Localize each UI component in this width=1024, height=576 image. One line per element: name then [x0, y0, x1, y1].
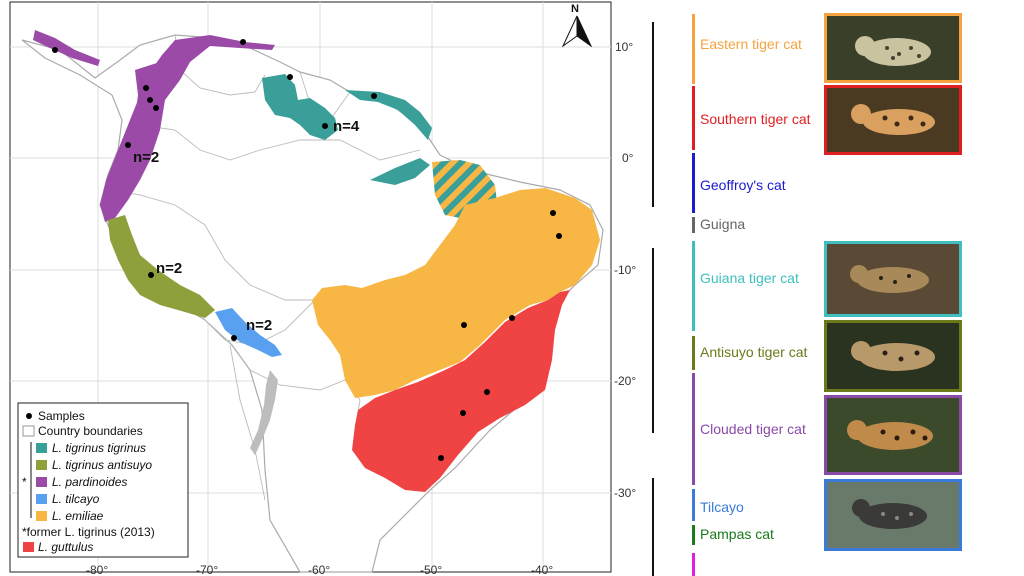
cat-photo — [824, 85, 962, 155]
legend-samples: Samples — [38, 409, 85, 423]
range-map: n=2 n=2 n=2 n=4 N 10° 0° -10° -20° -30° … — [9, 1, 636, 576]
cat-photo — [824, 395, 962, 475]
species-label: Geoffroy's cat — [700, 177, 786, 193]
clade-bar — [692, 553, 695, 576]
legend-asterisk: * — [22, 475, 27, 489]
clade-bar — [692, 373, 695, 485]
lon-tick: -80° — [86, 563, 108, 576]
sample-points — [52, 39, 562, 461]
lon-tick: -70° — [196, 563, 218, 576]
species-label: Tilcayo — [700, 499, 744, 515]
range-tilcayo — [215, 308, 282, 357]
species-label: Southern tiger cat — [700, 111, 811, 127]
lat-tick: -30° — [614, 486, 636, 500]
north-label: N — [571, 3, 579, 15]
country-boundaries — [109, 34, 421, 501]
legend-species: L. emiliae — [52, 509, 104, 523]
range-guttulus — [352, 290, 570, 492]
legend-species: L. tigrinus tigrinus — [52, 441, 146, 455]
species-label: Guigna — [700, 216, 746, 232]
cat-photo — [824, 13, 962, 83]
legend-country-boundaries: Country boundaries — [38, 424, 143, 438]
lon-tick: -60° — [308, 563, 330, 576]
clade-bar — [692, 489, 695, 521]
legend-guttulus: L. guttulus — [38, 540, 93, 554]
clade-bar — [692, 217, 695, 233]
lon-tick: -50° — [420, 563, 442, 576]
tree-bracket — [652, 478, 654, 576]
species-label: Clouded tiger cat — [700, 421, 806, 437]
tree-bracket — [652, 22, 654, 207]
species-label: Eastern tiger cat — [700, 36, 802, 52]
legend-species: L. tilcayo — [52, 492, 100, 506]
clade-bar — [692, 14, 695, 84]
cat-photo — [824, 320, 962, 392]
range-tigrinus-antisuyo — [108, 215, 215, 318]
count-label: n=2 — [133, 149, 159, 166]
range-emiliae — [312, 188, 600, 398]
lat-tick: -10° — [614, 263, 636, 277]
lat-tick: 0° — [622, 151, 634, 165]
legend-species: L. tigrinus antisuyo — [52, 458, 152, 472]
species-label: Pampas cat — [700, 526, 774, 542]
legend-species: L. pardinoides — [52, 475, 127, 489]
clade-bar — [692, 241, 695, 331]
grey-areas — [250, 370, 278, 455]
map-legend: Samples Country boundaries * L. tigrinus… — [17, 402, 189, 558]
clade-bar — [692, 153, 695, 213]
species-label: Guiana tiger cat — [700, 270, 799, 286]
count-label: n=4 — [333, 118, 360, 135]
lat-tick: -20° — [614, 374, 636, 388]
count-label: n=2 — [156, 260, 182, 277]
north-arrow-icon: N — [561, 3, 593, 48]
tree-bracket — [652, 248, 654, 433]
cat-photo — [824, 241, 962, 317]
clade-bar — [692, 525, 695, 545]
range-pardinoides — [33, 30, 275, 222]
range-tigrinus-tigrinus — [262, 74, 432, 185]
lon-tick: -40° — [531, 563, 553, 576]
legend-footnote: *former L. tigrinus (2013) — [22, 525, 155, 539]
count-label: n=2 — [246, 317, 272, 334]
lat-tick: 10° — [615, 40, 633, 54]
clade-bar — [692, 86, 695, 150]
clade-bar — [692, 336, 695, 370]
cat-photo — [824, 479, 962, 551]
species-label: Antisuyo tiger cat — [700, 344, 808, 360]
